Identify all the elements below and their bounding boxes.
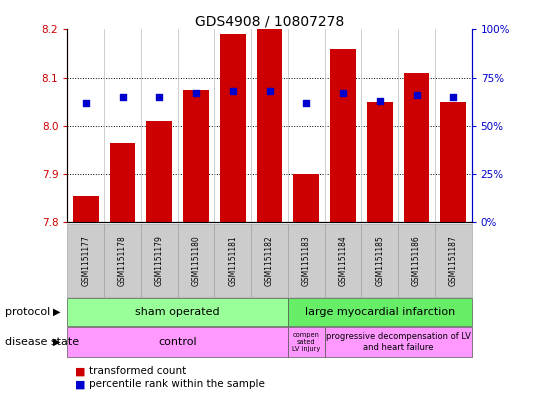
Text: progressive decompensation of LV
and heart failure: progressive decompensation of LV and hea… (326, 332, 471, 352)
Text: GSM1151187: GSM1151187 (449, 235, 458, 286)
Point (192, 90, 201, 96)
Text: GSM1151178: GSM1151178 (118, 235, 127, 286)
Point (265, 88, 274, 94)
Point (302, 99, 310, 106)
Text: GSM1151183: GSM1151183 (302, 235, 311, 286)
Text: percentile rank within the sample: percentile rank within the sample (89, 379, 265, 389)
Text: disease state: disease state (5, 337, 80, 347)
Point (229, 88, 237, 94)
Text: GSM1151186: GSM1151186 (412, 235, 421, 286)
Text: transformed count: transformed count (89, 366, 186, 376)
Text: GSM1151179: GSM1151179 (155, 235, 164, 286)
Text: ■: ■ (75, 366, 86, 376)
Text: GSM1151180: GSM1151180 (191, 235, 201, 286)
Bar (293, 174, 319, 222)
Bar (404, 73, 430, 222)
Text: GSM1151181: GSM1151181 (228, 235, 237, 286)
Point (81, 99, 90, 106)
Point (155, 94, 163, 100)
Text: GSM1151177: GSM1151177 (81, 235, 90, 286)
Bar (367, 102, 392, 222)
Bar (440, 102, 466, 222)
Bar (220, 34, 246, 222)
Point (338, 90, 347, 96)
Text: ▶: ▶ (53, 337, 60, 347)
Bar (109, 143, 135, 222)
Bar (147, 121, 172, 222)
Text: compen
sated
LV injury: compen sated LV injury (292, 332, 320, 352)
Point (118, 94, 127, 100)
Text: GSM1151182: GSM1151182 (265, 235, 274, 286)
Point (412, 92, 421, 98)
Bar (183, 90, 209, 222)
Text: GSM1151184: GSM1151184 (338, 235, 348, 286)
Bar (330, 49, 356, 222)
Bar (73, 196, 99, 222)
Point (449, 94, 458, 100)
Text: ▶: ▶ (53, 307, 60, 317)
Text: ■: ■ (75, 379, 86, 389)
Text: control: control (158, 337, 197, 347)
Text: protocol: protocol (5, 307, 51, 317)
Point (376, 97, 384, 104)
Text: large myocardial infarction: large myocardial infarction (305, 307, 455, 317)
Bar (257, 29, 282, 222)
Title: GDS4908 / 10807278: GDS4908 / 10807278 (195, 14, 344, 28)
Text: GSM1151185: GSM1151185 (375, 235, 384, 286)
Text: sham operated: sham operated (135, 307, 220, 317)
